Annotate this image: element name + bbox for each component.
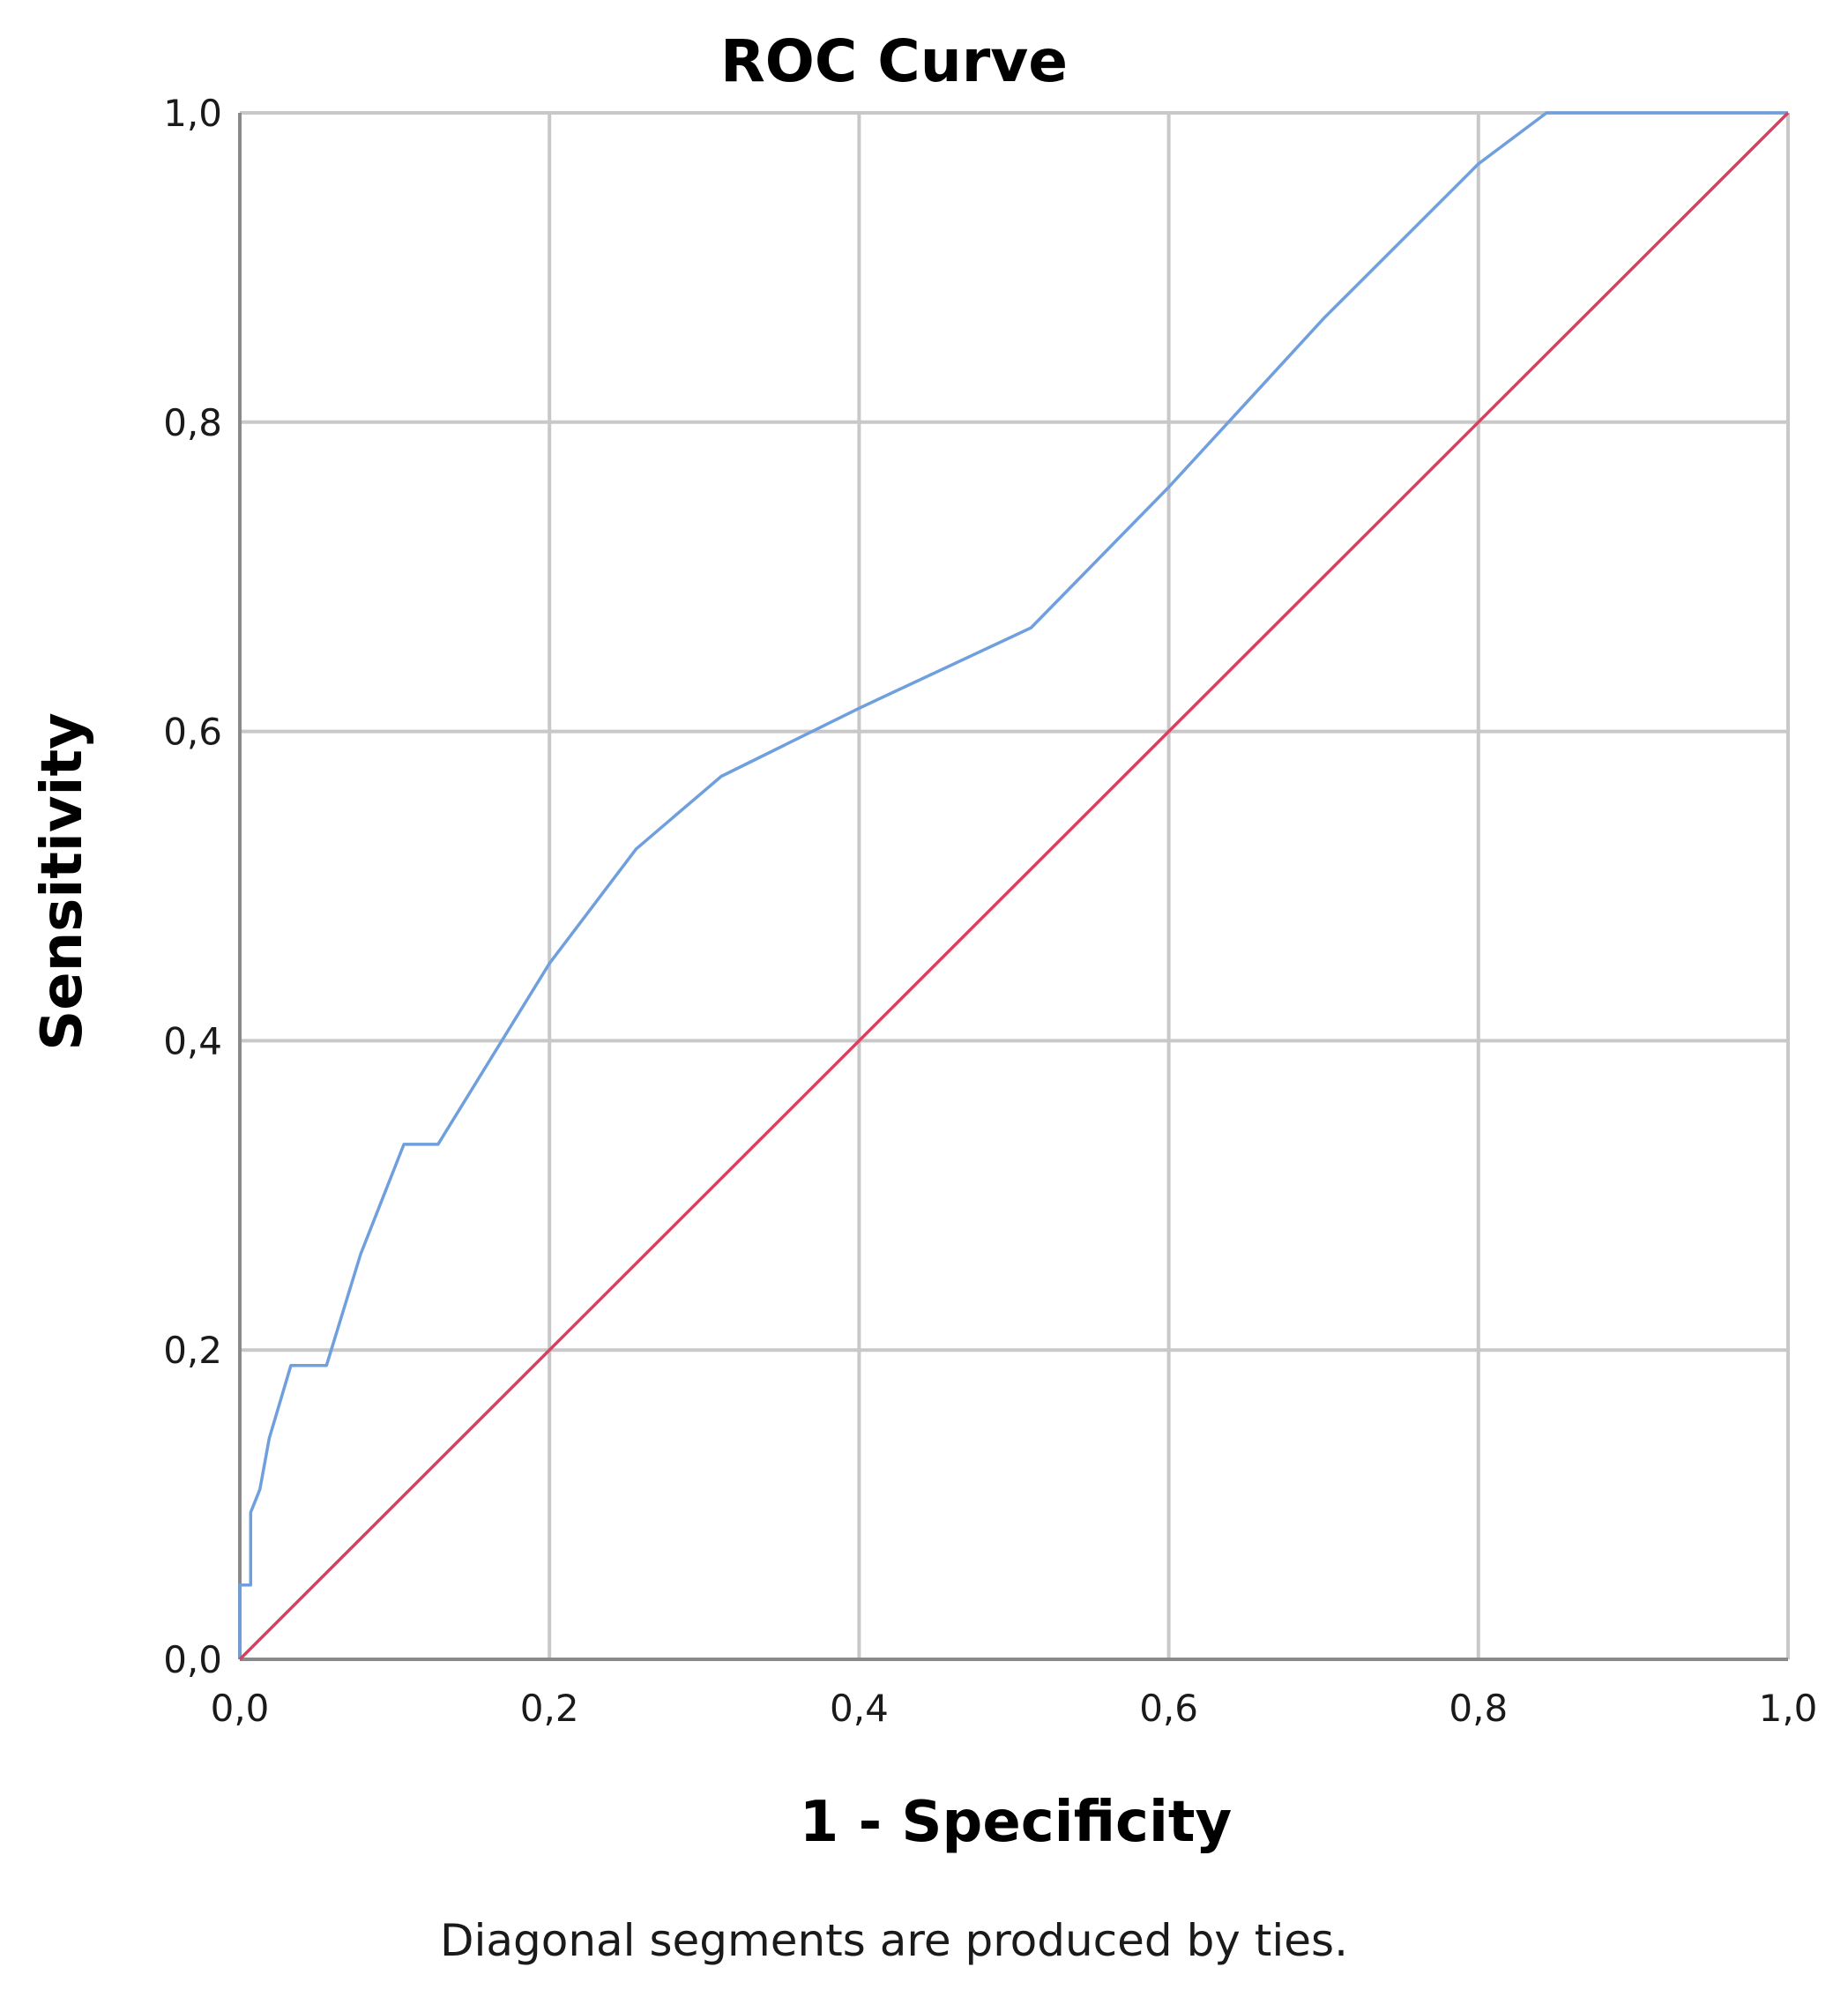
y-axis-label: Sensitivity	[30, 712, 95, 1051]
x-tick-label: 0,4	[830, 1687, 889, 1730]
x-tick-label: 0,2	[520, 1687, 579, 1730]
roc-curve-line	[238, 111, 1788, 1659]
axes	[238, 113, 1788, 1661]
y-tick-label: 1,0	[163, 92, 222, 135]
x-tick-label: 0,8	[1449, 1687, 1508, 1730]
x-tick-label: 0,0	[211, 1687, 270, 1730]
plot-series	[238, 111, 1790, 1661]
x-tick-label: 1,0	[1759, 1687, 1818, 1730]
y-tick-label: 0,6	[163, 711, 222, 754]
x-axis-label: 1 - Specificity	[800, 1790, 1232, 1855]
y-tick-label: 0,8	[163, 401, 222, 444]
y-tick-label: 0,2	[163, 1329, 222, 1372]
footnote: Diagonal segments are produced by ties.	[440, 1915, 1348, 1966]
tick-labels: 0,0 0,2 0,4 0,6 0,8 1,0 0,0 0,2 0,4 0,6 0,8 1,0	[163, 92, 1817, 1730]
y-tick-label: 0,0	[163, 1638, 222, 1681]
reference-diagonal-line	[238, 111, 1790, 1661]
x-tick-label: 0,6	[1139, 1687, 1198, 1730]
y-tick-label: 0,4	[163, 1019, 222, 1062]
chart-title: ROC Curve	[720, 27, 1068, 95]
grid	[238, 111, 1790, 1661]
